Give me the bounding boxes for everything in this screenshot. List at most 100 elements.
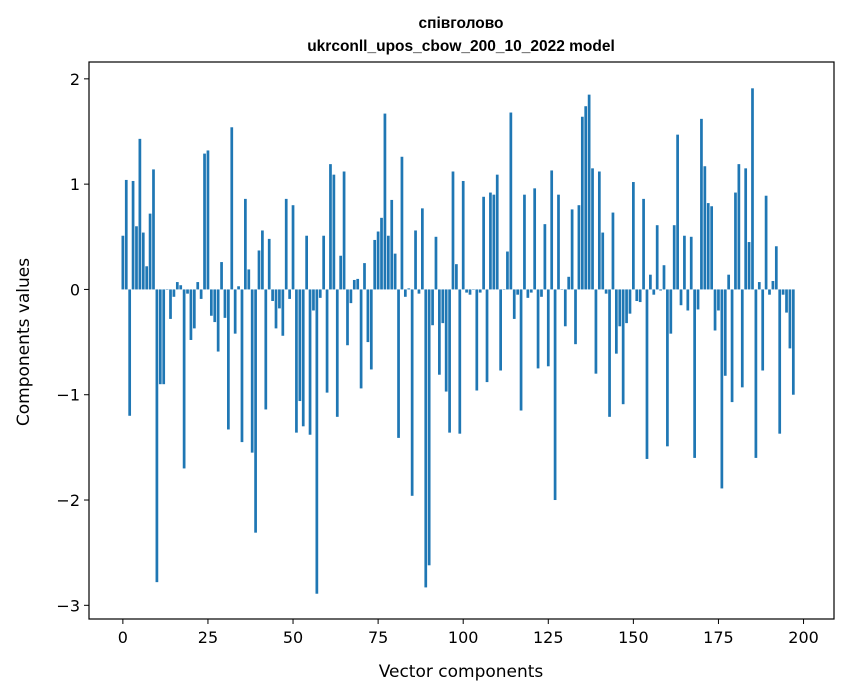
- bar-22: [196, 282, 200, 290]
- bar-23: [199, 289, 203, 299]
- bar-190: [768, 289, 771, 295]
- bar-85: [410, 289, 414, 496]
- plot-frame: [88, 61, 835, 620]
- bar-2: [128, 289, 132, 416]
- bar-116: [516, 289, 520, 295]
- y-tick-label: −3: [56, 596, 80, 615]
- bar-55: [308, 289, 312, 435]
- bar-51: [295, 289, 298, 433]
- bar-47: [281, 289, 285, 336]
- bar-123: [540, 289, 543, 297]
- bar-26: [209, 289, 213, 316]
- bar-131: [567, 276, 571, 290]
- bar-134: [577, 205, 581, 290]
- bar-9: [152, 169, 155, 290]
- bar-151: [635, 289, 639, 302]
- bar-80: [393, 253, 397, 290]
- bar-66: [346, 289, 349, 346]
- bar-194: [781, 289, 785, 295]
- bar-78: [386, 235, 390, 290]
- bar-164: [679, 289, 683, 306]
- bar-67: [349, 289, 353, 304]
- y-tick-label: −2: [56, 491, 80, 510]
- bar-76: [380, 217, 383, 290]
- bar-34: [237, 286, 240, 290]
- bar-180: [734, 192, 737, 290]
- bar-84: [407, 288, 411, 290]
- bar-77: [383, 113, 387, 290]
- x-tick-label: 50: [283, 628, 303, 647]
- bar-125: [546, 289, 550, 367]
- bar-130: [563, 289, 567, 327]
- bar-24: [203, 153, 206, 290]
- bar-60: [325, 289, 329, 393]
- bar-185: [751, 88, 754, 290]
- bar-19: [186, 289, 189, 294]
- bar-120: [529, 289, 533, 293]
- bar-4: [135, 226, 138, 290]
- bar-87: [417, 289, 421, 294]
- bar-137: [587, 94, 591, 290]
- x-tick-label: 200: [788, 628, 819, 647]
- bar-29: [220, 262, 223, 290]
- bar-184: [747, 242, 751, 290]
- bar-197: [791, 289, 795, 395]
- bar-56: [312, 289, 315, 311]
- bar-8: [148, 213, 152, 290]
- bar-106: [482, 196, 485, 290]
- bar-81: [397, 289, 400, 438]
- bar-72: [366, 289, 370, 343]
- bar-62: [332, 174, 336, 290]
- bar-98: [455, 264, 458, 290]
- bar-14: [169, 289, 172, 319]
- bar-53: [301, 289, 305, 427]
- bar-114: [509, 112, 513, 290]
- y-tick-label: −1: [56, 386, 80, 405]
- bar-176: [720, 289, 724, 489]
- bar-163: [676, 134, 679, 290]
- bar-5: [138, 138, 142, 290]
- bar-7: [145, 266, 149, 290]
- bar-48: [284, 198, 288, 290]
- bar-126: [550, 170, 554, 290]
- bar-54: [305, 235, 308, 290]
- bar-28: [216, 289, 220, 352]
- bar-40: [257, 250, 261, 290]
- bar-83: [403, 289, 407, 297]
- x-tick-label: 75: [368, 628, 388, 647]
- x-axis-label: Vector components: [379, 662, 544, 682]
- bar-12: [162, 289, 166, 385]
- bar-178: [727, 274, 731, 290]
- bar-38: [250, 289, 254, 453]
- bar-6: [141, 232, 145, 290]
- bar-27: [213, 289, 217, 323]
- bar-111: [499, 289, 502, 371]
- bar-110: [495, 174, 499, 290]
- bar-39: [254, 289, 257, 533]
- bar-43: [267, 238, 271, 290]
- bar-150: [632, 182, 635, 290]
- bar-46: [278, 289, 281, 309]
- bar-18: [182, 289, 186, 469]
- bar-155: [649, 274, 652, 290]
- bar-25: [206, 150, 210, 290]
- bar-148: [625, 289, 628, 324]
- bar-41: [261, 230, 264, 290]
- bar-108: [489, 192, 492, 290]
- bar-32: [230, 127, 234, 290]
- chart-subtitle: ukrconll_upos_cbow_200_10_2022 model: [307, 38, 615, 55]
- bar-122: [536, 289, 540, 369]
- bar-63: [335, 289, 339, 417]
- bar-68: [352, 279, 356, 290]
- bar-49: [288, 289, 291, 299]
- bars-group: [121, 88, 795, 594]
- bar-31: [227, 289, 230, 430]
- bar-79: [390, 199, 394, 290]
- bar-145: [614, 289, 618, 354]
- bar-152: [638, 289, 642, 303]
- bar-162: [672, 225, 676, 290]
- bar-171: [703, 166, 707, 290]
- bar-95: [444, 289, 448, 392]
- bar-89: [424, 289, 428, 588]
